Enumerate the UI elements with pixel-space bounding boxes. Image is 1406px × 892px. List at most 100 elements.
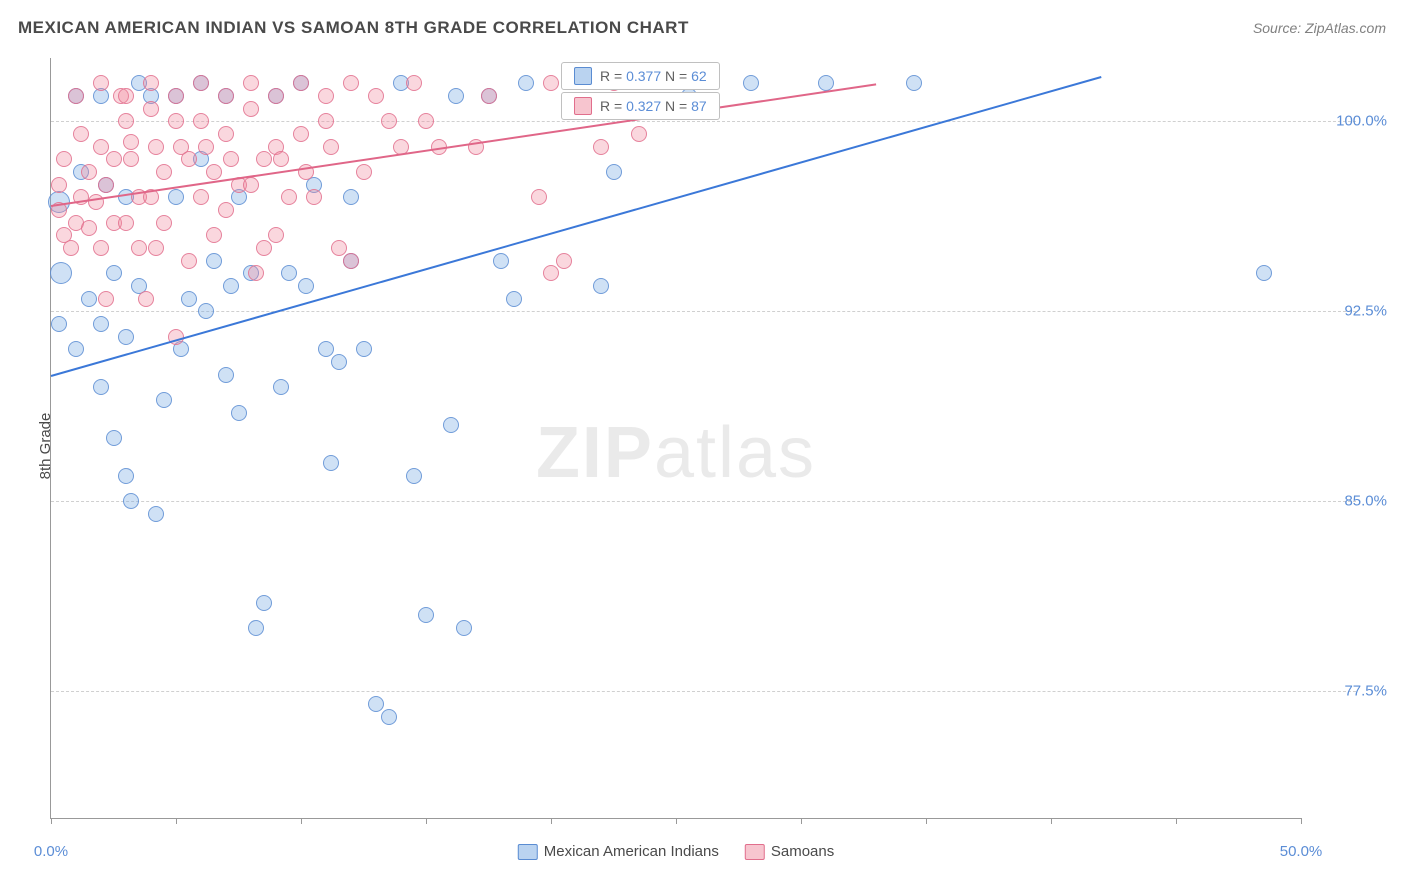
stats-text: R = 0.377 N = 62 [600,68,707,84]
data-point [168,189,184,205]
data-point [181,151,197,167]
data-point [106,430,122,446]
x-tick-mark [51,818,52,824]
data-point [323,455,339,471]
data-point [293,75,309,91]
legend-item: Samoans [745,843,834,860]
data-point [56,151,72,167]
data-point [343,75,359,91]
data-point [206,227,222,243]
data-point [198,303,214,319]
data-point [93,240,109,256]
data-point [193,113,209,129]
gridline [51,311,1356,312]
data-point [93,379,109,395]
data-point [156,215,172,231]
data-point [406,468,422,484]
x-tick-mark [676,818,677,824]
data-point [318,113,334,129]
x-tick-mark [426,818,427,824]
x-tick-mark [801,818,802,824]
data-point [293,126,309,142]
data-point [143,101,159,117]
data-point [381,709,397,725]
data-point [168,113,184,129]
data-point [118,468,134,484]
data-point [268,227,284,243]
data-point [343,253,359,269]
legend-item: Mexican American Indians [518,843,719,860]
data-point [223,278,239,294]
data-point [323,139,339,155]
data-point [231,405,247,421]
y-tick-label: 100.0% [1327,113,1387,130]
watermark-zip: ZIP [536,413,654,493]
data-point [218,126,234,142]
data-point [273,379,289,395]
data-point [256,151,272,167]
y-tick-label: 85.0% [1327,493,1387,510]
data-point [156,392,172,408]
data-point [418,607,434,623]
data-point [481,88,497,104]
data-point [318,341,334,357]
data-point [556,253,572,269]
data-point [106,265,122,281]
data-point [531,189,547,205]
watermark-atlas: atlas [654,413,816,493]
chart-title: MEXICAN AMERICAN INDIAN VS SAMOAN 8TH GR… [18,18,689,38]
data-point [218,367,234,383]
data-point [68,88,84,104]
y-tick-label: 77.5% [1327,683,1387,700]
data-point [223,151,239,167]
data-point [106,151,122,167]
watermark: ZIPatlas [536,412,816,494]
data-point [148,240,164,256]
data-point [81,164,97,180]
data-point [243,177,259,193]
x-tick-mark [1176,818,1177,824]
source-attribution: Source: ZipAtlas.com [1253,20,1386,36]
data-point [156,164,172,180]
data-point [381,113,397,129]
data-point [248,265,264,281]
data-point [331,240,347,256]
data-point [63,240,79,256]
data-point [198,139,214,155]
data-point [593,139,609,155]
x-tick-mark [301,818,302,824]
data-point [143,75,159,91]
series-swatch-icon [574,97,592,115]
data-point [81,291,97,307]
data-point [331,354,347,370]
data-point [181,291,197,307]
data-point [448,88,464,104]
data-point [123,134,139,150]
data-point [243,101,259,117]
data-point [93,139,109,155]
data-point [281,189,297,205]
data-point [406,75,422,91]
data-point [248,620,264,636]
data-point [206,164,222,180]
data-point [123,151,139,167]
data-point [343,189,359,205]
legend-label: Samoans [771,843,834,860]
data-point [518,75,534,91]
data-point [193,75,209,91]
x-tick-mark [176,818,177,824]
data-point [50,262,72,284]
data-point [631,126,647,142]
data-point [356,341,372,357]
data-point [118,215,134,231]
data-point [368,88,384,104]
data-point [593,278,609,294]
data-point [306,189,322,205]
data-point [168,88,184,104]
data-point [118,329,134,345]
gridline [51,501,1356,502]
data-point [118,113,134,129]
gridline [51,691,1356,692]
legend: Mexican American Indians Samoans [518,843,834,860]
correlation-stats-row: R = 0.327 N = 87 [561,92,720,120]
